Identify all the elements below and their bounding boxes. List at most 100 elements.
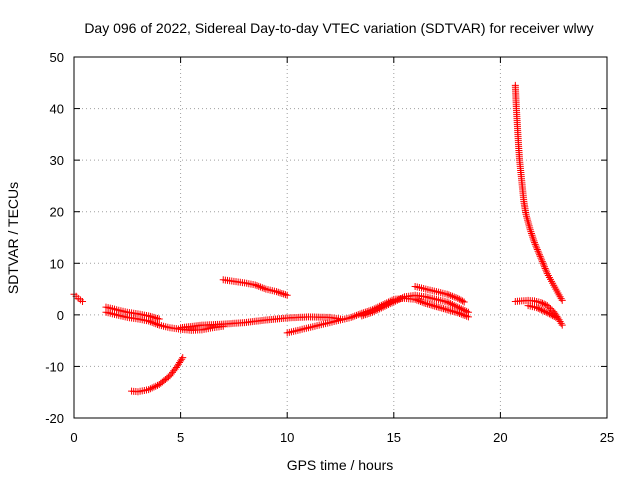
data-point [461,307,469,315]
data-points [70,81,566,396]
data-point [283,291,291,299]
data-point [539,259,547,267]
data-point [150,383,158,391]
data-point [556,293,564,301]
data-point [536,305,544,313]
sdtvar-arc-4 [128,354,187,396]
data-point [529,235,537,243]
data-point [540,300,548,308]
data-point [260,284,268,292]
data-point [354,311,362,319]
data-point [545,303,553,311]
data-point [541,264,549,272]
data-point [558,296,566,304]
data-point [392,297,400,305]
data-point [463,307,471,315]
data-point [535,251,543,259]
data-point [464,308,472,316]
data-point [418,298,426,306]
data-point [523,212,531,220]
data-point [347,313,355,321]
y-tick-label: 50 [50,50,64,65]
data-point [527,228,535,236]
data-point [459,306,467,314]
data-point [549,312,557,320]
data-point [537,306,545,314]
data-point [148,384,156,392]
data-point [253,282,261,290]
data-point [526,224,534,232]
data-point [434,303,442,311]
data-point [178,355,186,363]
data-point [448,307,456,315]
sdtvar-arc-8 [358,291,472,320]
data-point [540,263,548,271]
data-point [146,385,154,393]
data-point [145,386,153,394]
sdtvar-arc-11 [511,296,566,329]
data-point [539,307,547,315]
data-point [537,298,545,306]
data-point [558,321,566,329]
y-axis-label: SDTVAR / TECUs [5,182,21,294]
sdtvar-arc-12 [524,302,560,321]
data-point [155,315,163,323]
data-point [455,295,463,303]
data-point [459,297,467,305]
data-point [557,295,565,303]
data-point [522,210,530,218]
data-point [397,295,405,303]
y-tick-label: -20 [45,411,64,426]
data-point [533,304,541,312]
data-point [440,305,448,313]
y-tick-label: 0 [57,308,64,323]
data-point [349,313,357,321]
data-point [450,301,458,309]
data-point [525,222,533,230]
data-point [460,298,468,306]
data-point [547,305,555,313]
data-point [360,311,368,319]
axis-ticks [73,56,608,419]
data-point [384,301,392,309]
data-point [276,289,284,297]
data-point [542,266,550,274]
data-point [152,314,160,322]
data-point [370,307,378,315]
data-point [543,302,551,310]
data-point [257,283,265,291]
data-point [145,312,153,320]
data-point [372,307,380,315]
data-point [427,301,435,309]
data-point [374,306,382,314]
x-tick-label: 20 [493,430,507,445]
data-point [152,382,160,390]
data-point [443,306,451,314]
data-point [351,312,359,320]
x-tick-label: 10 [280,430,294,445]
data-point [395,295,403,303]
data-point [399,294,407,302]
data-point [450,293,458,301]
data-point [152,320,160,328]
data-point [557,319,565,327]
data-point [273,288,281,296]
data-point [274,288,282,296]
data-point [441,305,449,313]
data-point [528,231,536,239]
data-point [436,304,444,312]
data-point [445,299,453,307]
y-tick-label: 20 [50,205,64,220]
data-point [533,246,541,254]
data-point [443,298,451,306]
x-tick-label: 25 [600,430,614,445]
data-point [452,294,460,302]
data-point [361,311,369,319]
data-point [445,291,453,299]
data-point [457,296,465,304]
data-point [556,318,564,326]
data-point [368,308,376,316]
data-point [425,301,433,309]
tick-labels: 0 5 10 15 20 25 -20 -10 0 10 20 30 40 50 [45,50,614,445]
